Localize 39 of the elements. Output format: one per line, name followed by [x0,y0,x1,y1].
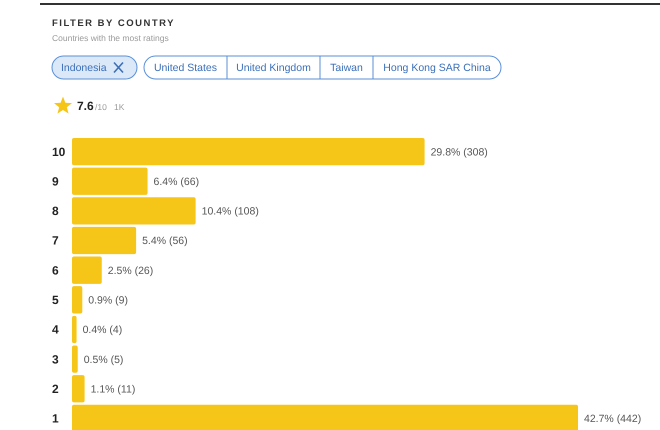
bar [72,226,136,254]
bar [72,256,102,284]
data-label: 29.8% (308) [430,146,488,158]
y-tick-label: 1 [52,412,59,426]
text: United Kingdom [236,62,312,74]
y-tick-label: 7 [52,234,59,248]
bar [72,286,82,314]
text: Indonesia [61,62,107,74]
bar [72,168,148,195]
data-label: 0.9% (9) [88,294,128,306]
data-label: 6.4% (66) [154,176,200,188]
text: Hong Kong SAR China [383,62,491,74]
chart-title: FILTER BY COUNTRY [52,18,175,29]
data-label: 1.1% (11) [90,383,136,396]
y-tick-label: 8 [52,204,59,218]
bar [72,345,78,373]
bar [72,197,196,225]
y-tick-label: 3 [52,352,59,366]
y-tick-label: 4 [52,322,59,337]
chart-subtitle: Countries with the most ratings [52,33,169,43]
text: 7.6 [77,99,94,114]
data-label: 42.7% (442) [584,413,642,426]
text: Taiwan [330,62,363,74]
y-tick-label: 10 [52,144,66,159]
bar [72,138,425,166]
text: United States [154,62,218,74]
text: 1K [114,102,125,112]
data-label: 0.5% (5) [84,354,124,366]
y-tick-label: 6 [52,263,59,278]
y-tick-label: 9 [52,174,59,188]
data-label: 0.4% (4) [82,324,122,336]
bar [72,316,77,344]
data-label: 10.4% (108) [202,206,259,218]
data-label: 2.5% (26) [108,264,154,277]
y-tick-label: 2 [52,382,59,396]
bar [72,375,85,402]
data-label: 5.4% (56) [142,235,188,248]
y-tick-label: 5 [52,293,59,308]
text: /10 [95,102,108,112]
